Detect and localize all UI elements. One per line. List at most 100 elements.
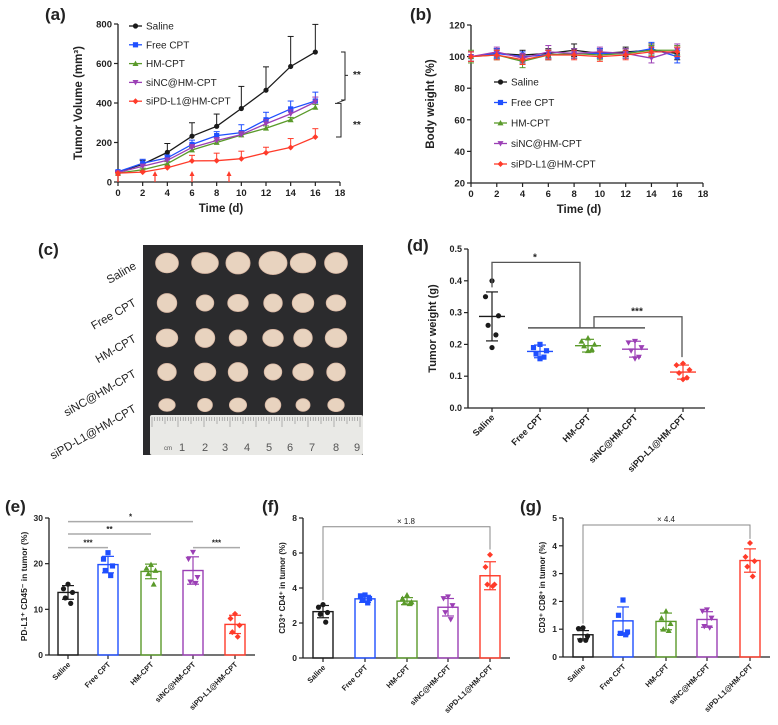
y-tick-label: 200 bbox=[96, 138, 112, 149]
data-point bbox=[263, 121, 269, 127]
y-tick-label: 0.2 bbox=[449, 339, 462, 349]
y-tick-label: 800 bbox=[96, 20, 112, 31]
data-point bbox=[747, 540, 753, 547]
data-point bbox=[263, 87, 269, 93]
data-point bbox=[617, 630, 623, 636]
data-point bbox=[317, 611, 323, 617]
data-point bbox=[263, 125, 269, 131]
row-label: Free CPT bbox=[89, 297, 138, 332]
data-point bbox=[447, 617, 454, 623]
y-tick-label: 400 bbox=[96, 99, 112, 110]
data-point bbox=[213, 138, 220, 144]
data-point bbox=[362, 592, 368, 598]
y-axis-label: Tumor Volume (mm³) bbox=[73, 46, 85, 160]
y-tick-label: 0.3 bbox=[449, 308, 462, 318]
data-point bbox=[62, 595, 68, 601]
tumor bbox=[264, 397, 282, 413]
x-tick-label: 12 bbox=[261, 188, 272, 199]
row-label: siPD-L1@HM-CPT bbox=[48, 403, 138, 462]
data-point bbox=[632, 338, 638, 345]
x-tick-label: HM-CPT bbox=[128, 660, 155, 687]
significance-bracket bbox=[593, 316, 683, 358]
data-point bbox=[493, 332, 499, 338]
tumor bbox=[327, 397, 345, 413]
data-point bbox=[288, 63, 294, 70]
data-point bbox=[143, 565, 150, 571]
tumor bbox=[155, 252, 179, 274]
data-point bbox=[238, 132, 245, 138]
x-tick-label: 2 bbox=[494, 189, 499, 200]
data-point bbox=[449, 603, 456, 609]
data-point bbox=[623, 632, 629, 638]
data-point bbox=[686, 366, 693, 373]
data-point bbox=[537, 341, 543, 347]
data-point bbox=[744, 563, 751, 570]
legend-marker bbox=[497, 120, 504, 126]
data-point bbox=[312, 133, 319, 140]
x-tick-label: HM-CPT bbox=[561, 412, 593, 444]
data-point bbox=[625, 340, 632, 346]
y-tick-label: 5 bbox=[552, 513, 557, 523]
data-point bbox=[148, 561, 154, 567]
data-point bbox=[190, 549, 196, 556]
y-tick-label: 0.1 bbox=[449, 371, 462, 381]
bar bbox=[57, 591, 79, 656]
data-point bbox=[60, 586, 67, 592]
data-point bbox=[236, 622, 243, 629]
significance-label: *** bbox=[631, 307, 643, 318]
bar bbox=[312, 610, 334, 659]
legend-label: Saline bbox=[146, 22, 174, 33]
row-label: HM-CPT bbox=[94, 333, 139, 366]
tumor bbox=[225, 251, 251, 275]
x-tick-label: 4 bbox=[165, 188, 171, 199]
data-point bbox=[660, 626, 667, 632]
x-tick-label: 10 bbox=[236, 188, 247, 199]
panel-label: (b) bbox=[410, 5, 432, 24]
tumor bbox=[195, 294, 215, 312]
x-tick-label: Free CPT bbox=[509, 412, 544, 447]
data-point bbox=[399, 595, 406, 601]
panel-label: (a) bbox=[45, 5, 66, 24]
data-point bbox=[229, 629, 236, 636]
y-tick-label: 600 bbox=[96, 59, 112, 70]
x-tick-label: HM-CPT bbox=[643, 662, 670, 689]
significance-label: *** bbox=[83, 539, 93, 548]
data-point bbox=[227, 615, 234, 622]
data-point bbox=[320, 602, 326, 608]
y-tick-label: 4 bbox=[292, 583, 297, 593]
data-point bbox=[105, 550, 111, 556]
data-point bbox=[214, 132, 220, 139]
ruler-number: 8 bbox=[333, 442, 339, 454]
data-point bbox=[145, 570, 152, 577]
y-tick-label: 0 bbox=[107, 178, 112, 189]
data-point bbox=[628, 348, 635, 354]
data-point bbox=[533, 351, 539, 357]
data-point bbox=[287, 116, 294, 123]
y-tick-label: 0.0 bbox=[449, 403, 462, 413]
data-point bbox=[287, 111, 294, 117]
x-axis-label: Time (d) bbox=[199, 203, 244, 215]
tumor bbox=[324, 252, 348, 274]
y-tick-label: 40 bbox=[454, 147, 465, 158]
data-point bbox=[680, 360, 686, 367]
legend-label: siPD-L1@HM-CPT bbox=[146, 97, 231, 108]
legend-marker bbox=[132, 98, 139, 105]
data-point bbox=[624, 629, 631, 635]
panel-label: (g) bbox=[520, 497, 542, 516]
tumor bbox=[228, 397, 248, 413]
legend-label: siPD-L1@HM-CPT bbox=[511, 160, 596, 171]
x-tick-label: Saline bbox=[471, 412, 497, 438]
data-point bbox=[482, 564, 489, 570]
data-point bbox=[751, 558, 758, 565]
data-point bbox=[706, 625, 713, 631]
data-point bbox=[150, 581, 157, 587]
y-tick-label: 80 bbox=[454, 84, 465, 95]
bar bbox=[354, 598, 376, 659]
panel-label: (c) bbox=[38, 240, 59, 259]
fold-change-label: × 4.4 bbox=[657, 515, 676, 524]
x-tick-label: siPD-L1@HM-CPT bbox=[703, 662, 755, 714]
y-tick-label: 6 bbox=[292, 548, 297, 558]
bar bbox=[396, 600, 418, 659]
data-point bbox=[102, 567, 108, 574]
data-point bbox=[588, 346, 595, 352]
